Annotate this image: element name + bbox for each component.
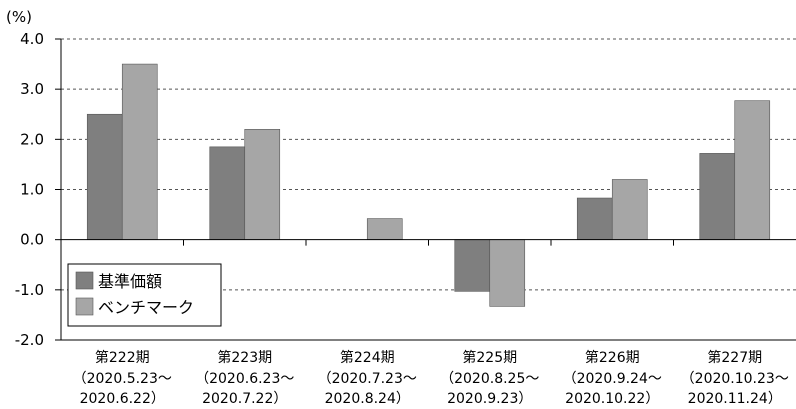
category-range-start: （2020.10.23〜	[681, 371, 789, 387]
bar-benchmark	[734, 100, 771, 240]
category-range-end: 2020.7.22）	[202, 391, 287, 407]
x-category-labels: 第222期 （2020.5.23〜 2020.6.22） 第223期 （2020.6.2…	[73, 349, 789, 407]
axes	[55, 38, 796, 341]
bar-benchmark	[611, 179, 648, 240]
category-range-end: 2020.10.22）	[565, 391, 659, 407]
category-label: 第224期	[340, 349, 395, 366]
legend-box	[67, 263, 222, 327]
category-range-start: （2020.7.23〜	[318, 371, 417, 387]
category-range-end: 2020.6.22）	[80, 391, 165, 407]
bar-nav	[699, 153, 736, 240]
category-range-start: （2020.5.23〜	[73, 371, 172, 387]
y-tick-label: 3.0	[20, 80, 44, 98]
bars	[86, 63, 771, 307]
bar-benchmark	[244, 129, 281, 240]
legend-label: 基準価額	[98, 272, 162, 291]
y-tick-label: 4.0	[20, 30, 44, 48]
category-range-end: 2020.11.24）	[688, 391, 782, 407]
legend-label: ベンチマーク	[98, 298, 194, 317]
category-range-end: 2020.9.23）	[447, 391, 532, 407]
legend-swatch	[75, 297, 94, 316]
gridlines	[61, 38, 796, 291]
category-range-end: 2020.8.24）	[325, 391, 410, 407]
bar-benchmark	[489, 239, 526, 307]
unit-label: (%)	[6, 8, 32, 26]
category-label: 第227期	[707, 349, 762, 366]
y-tick-label: -2.0	[15, 331, 44, 349]
category-label: 第225期	[462, 349, 517, 366]
bar-nav	[454, 239, 491, 292]
y-tick-label: 2.0	[20, 130, 44, 148]
bar-nav	[209, 146, 246, 240]
category-range-start: （2020.8.25〜	[440, 371, 539, 387]
category-label: 第226期	[585, 349, 640, 366]
bar-nav	[576, 197, 613, 240]
y-tick-label: 0.0	[20, 231, 44, 249]
bar-benchmark	[366, 218, 403, 240]
category-range-start: （2020.6.23〜	[195, 371, 294, 387]
y-tick-label: 1.0	[20, 181, 44, 199]
legend-swatch	[75, 271, 94, 290]
y-tick-label: -1.0	[15, 281, 44, 299]
category-label: 第222期	[95, 349, 150, 366]
y-tick-labels: 4.0 3.0 2.0 1.0 0.0 -1.0 -2.0	[15, 30, 44, 349]
category-range-start: （2020.9.24〜	[563, 371, 662, 387]
category-label: 第223期	[217, 349, 272, 366]
bar-benchmark	[121, 63, 158, 240]
bar-nav	[86, 113, 123, 240]
